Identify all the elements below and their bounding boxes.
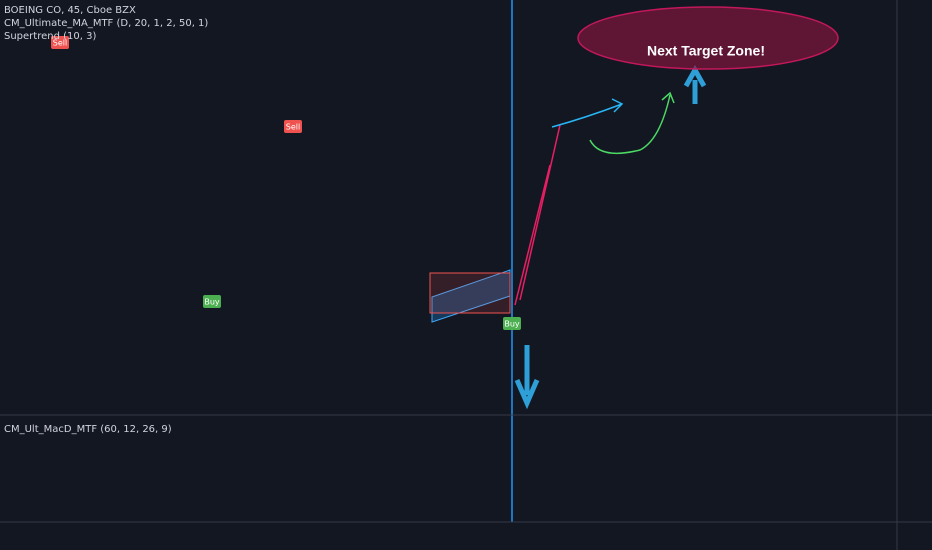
down-arrow	[514, 345, 540, 410]
channel	[431, 269, 511, 323]
macd-title: CM_Ult_MacD_MTF (60, 12, 26, 9)	[4, 424, 172, 435]
trend-line	[514, 164, 551, 306]
indicator-label: Supertrend (10, 3)	[4, 31, 96, 42]
sell-label: Sell	[53, 39, 67, 48]
up-arrow	[683, 64, 707, 104]
projection-arrow	[589, 91, 675, 155]
projection-arrow	[551, 98, 624, 128]
buy-badge	[203, 295, 221, 308]
box	[429, 272, 511, 314]
buy-label: Buy	[504, 320, 520, 329]
buy-label: Buy	[204, 298, 220, 307]
trend-line	[519, 124, 561, 301]
target-zone-label: Next Target Zone!	[647, 43, 765, 59]
sell-badge	[51, 36, 69, 49]
sell-label: Sell	[286, 123, 300, 132]
chart-title: BOEING CO, 45, Cboe BZX	[4, 5, 136, 16]
buy-badge	[503, 317, 521, 330]
indicator-label: CM_Ultimate_MA_MTF (D, 20, 1, 2, 50, 1)	[4, 18, 208, 29]
sell-badge	[284, 120, 302, 133]
target-zone	[577, 6, 839, 70]
